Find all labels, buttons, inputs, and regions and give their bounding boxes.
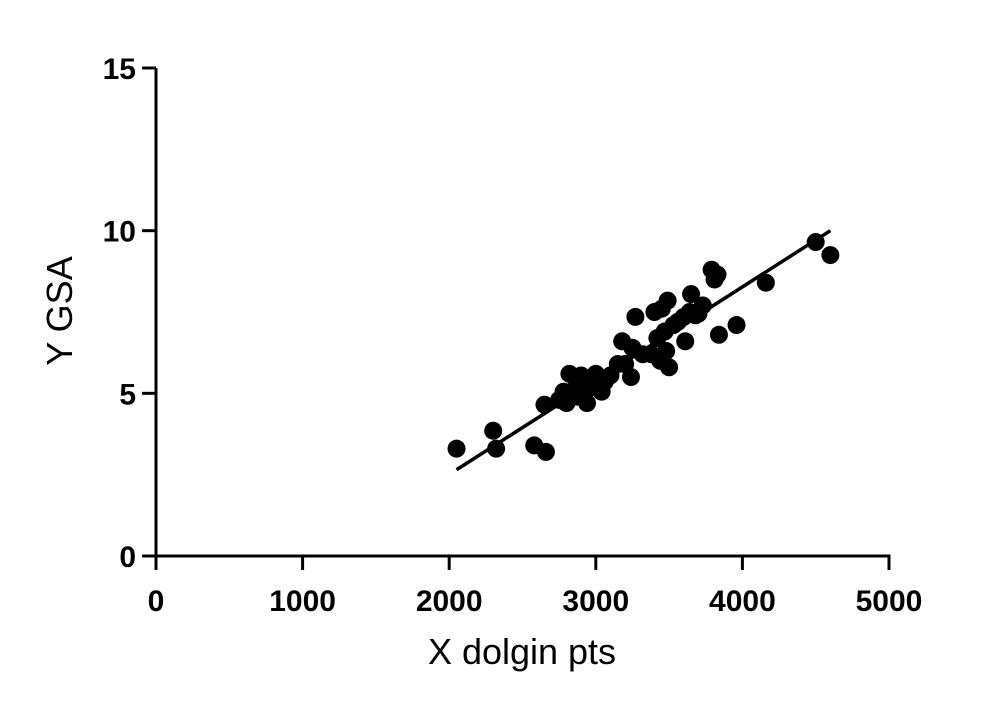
axes: 0 5 10 15 0 1000 2000 3000 4000 5000 — [103, 53, 923, 618]
y-tick-label: 10 — [103, 216, 136, 249]
data-point — [657, 342, 676, 361]
x-tick-label: 1000 — [269, 585, 336, 618]
data-point — [756, 273, 775, 292]
data-point — [626, 307, 645, 326]
data-point — [708, 265, 727, 284]
y-axis-title: Y GSA — [39, 256, 80, 365]
data-point — [806, 233, 825, 252]
data-point — [536, 442, 555, 461]
x-tick-label: 0 — [148, 585, 165, 618]
y-tick-label: 5 — [119, 378, 136, 411]
data-points — [447, 233, 840, 461]
data-point — [709, 325, 728, 344]
data-point — [621, 368, 640, 387]
x-axis-title: X dolgin pts — [428, 631, 616, 672]
x-tick-label: 4000 — [709, 585, 776, 618]
data-point — [821, 246, 840, 265]
data-point — [693, 296, 712, 315]
data-point — [578, 394, 597, 413]
data-point — [447, 439, 466, 458]
data-point — [682, 285, 701, 304]
data-point — [727, 316, 746, 335]
data-point — [660, 358, 679, 377]
y-tick-label: 0 — [119, 541, 136, 574]
data-point — [484, 421, 503, 440]
data-point — [658, 291, 677, 310]
data-point — [676, 332, 695, 351]
data-point — [535, 395, 554, 414]
data-point — [487, 439, 506, 458]
x-tick-label: 2000 — [416, 585, 483, 618]
x-tick-label: 5000 — [856, 585, 923, 618]
y-tick-label: 15 — [103, 53, 136, 86]
x-tick-label: 3000 — [562, 585, 629, 618]
